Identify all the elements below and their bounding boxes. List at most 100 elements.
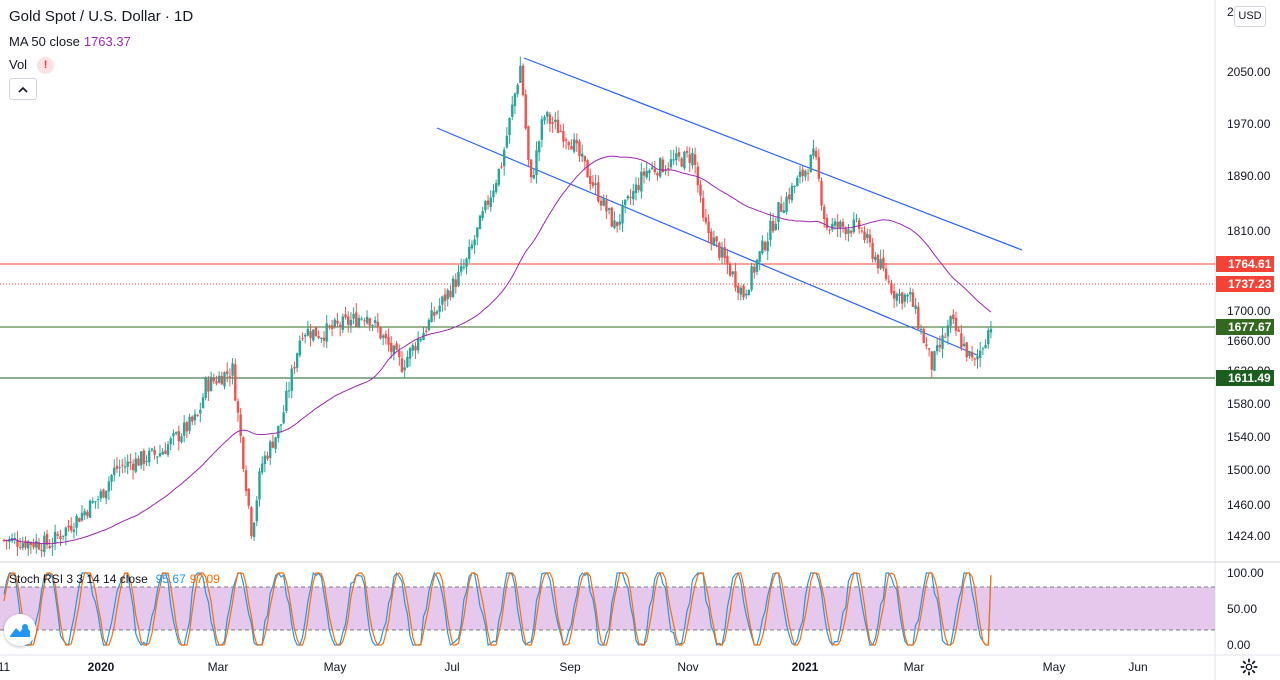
candle-body	[158, 453, 162, 457]
candle-body	[333, 319, 336, 328]
candle-body	[457, 271, 460, 286]
candle-body	[45, 533, 49, 545]
candle-body	[750, 266, 753, 290]
candle-body	[884, 268, 888, 280]
candle-body	[825, 217, 829, 229]
candle-body	[591, 182, 595, 187]
candle-body	[642, 171, 646, 176]
candle-body	[615, 221, 619, 227]
collapse-legend-button[interactable]	[9, 78, 37, 100]
candle-body	[406, 356, 409, 368]
price-tick: 1500.00	[1227, 463, 1271, 477]
candle-body	[35, 541, 38, 548]
candle-body	[266, 455, 269, 459]
candle-body	[169, 438, 172, 445]
stoch-legend[interactable]: Stoch RSI 3 3 14 14 close 95.67 97.09	[9, 572, 220, 586]
candle-body	[669, 159, 673, 168]
candle-body	[492, 190, 495, 198]
candle-body	[836, 221, 839, 228]
candle-body	[341, 316, 345, 330]
candle-body	[470, 244, 474, 249]
candle-body	[443, 294, 447, 302]
candle-body	[987, 330, 990, 345]
candle-body	[209, 376, 213, 392]
candle-body	[489, 197, 492, 208]
candle-body	[707, 221, 710, 234]
symbol-title[interactable]: Gold Spot / U.S. Dollar · 1D	[9, 8, 194, 25]
candle-body	[696, 166, 700, 186]
candle-body	[465, 258, 468, 267]
candle-body	[559, 130, 562, 132]
candle-body	[637, 185, 640, 191]
channel-lower-line[interactable]	[436, 127, 978, 356]
candle-body	[64, 527, 68, 536]
candle-body	[395, 343, 398, 350]
candle-body	[153, 449, 156, 455]
candle-body	[970, 351, 974, 358]
candle-body	[414, 345, 417, 351]
candle-body	[204, 378, 207, 399]
candle-body	[672, 159, 675, 161]
candle-body	[823, 206, 826, 219]
candle-body	[529, 159, 533, 178]
price-tick: 1424.00	[1227, 529, 1271, 543]
candle-body	[196, 414, 199, 416]
candle-body	[193, 414, 197, 421]
candle-body	[723, 247, 726, 259]
candle-body	[494, 183, 498, 192]
candle-body	[123, 466, 127, 468]
candle-body	[226, 371, 229, 374]
candle-body	[56, 534, 59, 536]
candle-body	[502, 149, 506, 167]
candle-body	[473, 239, 476, 246]
candle-body	[734, 271, 737, 288]
tradingview-logo-icon[interactable]	[4, 614, 36, 646]
candle-body	[607, 208, 611, 211]
candle-body	[677, 151, 681, 157]
candle-body	[521, 65, 525, 96]
candle-body	[244, 470, 248, 492]
ma-legend[interactable]: MA 50 close 1763.37	[9, 34, 131, 49]
candle-body	[191, 416, 194, 422]
candle-body	[500, 166, 503, 168]
candle-body	[80, 512, 84, 521]
candle-body	[852, 219, 855, 233]
candle-body	[699, 184, 702, 196]
candle-body	[667, 167, 670, 169]
vol-legend[interactable]: Vol!	[9, 57, 55, 75]
candle-body	[930, 351, 933, 370]
candle-body	[18, 547, 22, 549]
candle-body	[527, 126, 530, 160]
candle-body	[556, 119, 560, 133]
price-marker-last	[1216, 276, 1274, 292]
candle-body	[164, 450, 167, 454]
candle-body	[419, 338, 423, 341]
candle-body	[814, 150, 818, 158]
candle-body	[338, 324, 342, 328]
channel-upper-line[interactable]	[523, 57, 1023, 251]
gear-icon[interactable]	[1240, 658, 1258, 676]
candle-body	[580, 153, 584, 157]
candle-body	[909, 292, 912, 295]
candle-body	[242, 437, 245, 470]
candle-body	[21, 543, 25, 548]
candle-body	[874, 256, 877, 261]
candle-body	[365, 316, 369, 324]
candle-body	[863, 231, 866, 241]
candle-body	[131, 463, 135, 471]
warning-icon[interactable]: !	[37, 57, 55, 75]
candle-body	[887, 281, 890, 283]
candle-body	[890, 282, 893, 293]
candle-body	[900, 292, 904, 304]
candle-body	[508, 117, 511, 136]
candle-body	[957, 329, 960, 332]
candle-body	[355, 312, 358, 327]
currency-button[interactable]: USD	[1234, 6, 1266, 27]
candle-body	[24, 540, 27, 548]
candle-body	[330, 325, 334, 329]
candle-body	[37, 542, 41, 550]
candle-body	[344, 314, 347, 318]
candle-body	[621, 204, 624, 224]
vol-legend-label: Vol	[9, 57, 28, 72]
